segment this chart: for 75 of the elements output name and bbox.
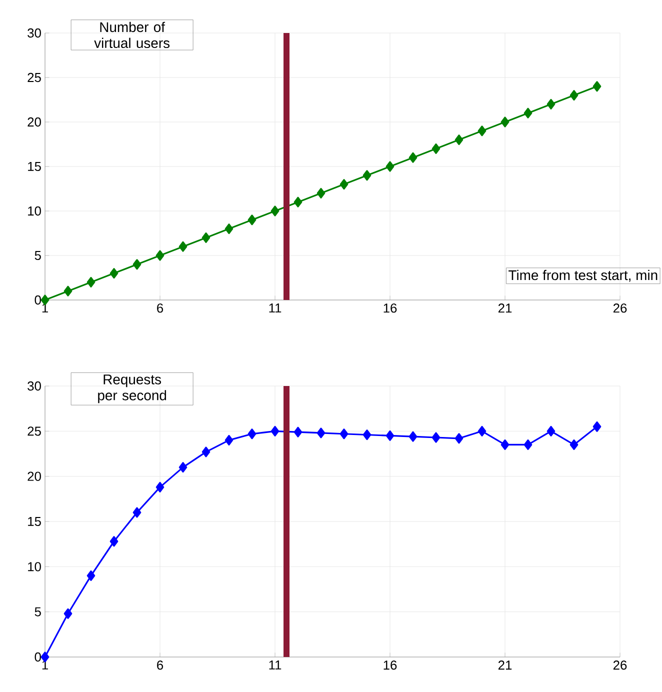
point [110, 536, 118, 547]
point [248, 428, 256, 440]
x-tick-label: 26 [613, 660, 627, 670]
point [570, 90, 578, 101]
point [362, 429, 372, 440]
x-tick-label: 11 [269, 660, 282, 670]
y-tick-label: 5 [34, 250, 41, 260]
y-tick-label: 25 [28, 426, 41, 436]
point [432, 432, 440, 443]
point [524, 439, 532, 450]
point [156, 250, 164, 261]
point [294, 196, 302, 208]
point [132, 507, 142, 518]
point [408, 431, 418, 442]
y-tick-label: 5 [34, 607, 41, 616]
point [524, 108, 532, 118]
y-tick-label: 15 [28, 162, 41, 172]
point [362, 170, 372, 181]
y-tick-label: 15 [28, 516, 41, 526]
y-tick-label: 30 [28, 381, 41, 391]
point [500, 439, 510, 450]
y-tick-label: 10 [28, 562, 41, 572]
point [454, 433, 464, 444]
x-axis-title: Time from test start, min [508, 270, 658, 282]
point [202, 446, 210, 458]
point [64, 608, 72, 619]
point [408, 152, 418, 163]
x-tick-label: 21 [498, 660, 512, 670]
point [248, 214, 256, 226]
x-tick-label: 21 [498, 304, 512, 313]
x-tick-label: 16 [384, 660, 397, 670]
point [110, 268, 118, 279]
point [478, 126, 486, 136]
point [592, 421, 602, 432]
point [224, 224, 234, 234]
point [454, 134, 464, 146]
y-axis-title: Number of virtual users [94, 22, 170, 48]
y-tick-label: 20 [28, 472, 41, 481]
point [224, 434, 234, 446]
y-tick-label: 0 [34, 295, 41, 305]
point [316, 188, 326, 198]
point [270, 206, 280, 216]
point [202, 232, 210, 243]
x-tick-label: 26 [613, 304, 627, 313]
y-tick-label: 30 [28, 28, 41, 38]
point [64, 286, 72, 296]
y-tick-label: 0 [34, 652, 41, 662]
point [478, 426, 486, 436]
point [340, 428, 348, 440]
point [178, 241, 188, 252]
point [546, 98, 556, 110]
point [86, 276, 96, 288]
point [432, 143, 440, 154]
x-tick-label: 11 [269, 304, 282, 312]
point [316, 428, 326, 438]
y-tick-label: 10 [28, 206, 41, 216]
point [270, 426, 280, 436]
point [592, 81, 602, 92]
x-tick-label: 6 [157, 304, 164, 313]
point [132, 259, 142, 270]
point [386, 430, 394, 441]
point [546, 426, 556, 436]
point [340, 179, 348, 190]
point [570, 439, 578, 450]
point [178, 462, 188, 473]
point [156, 482, 164, 492]
y-axis-title: Requests per second [98, 374, 166, 404]
point [500, 116, 510, 128]
y-tick-label: 20 [28, 117, 41, 127]
y-tick-label: 25 [28, 72, 41, 82]
x-tick-label: 6 [157, 660, 164, 670]
point [86, 570, 96, 581]
point [294, 426, 302, 438]
x-tick-label: 16 [384, 304, 397, 313]
point [386, 161, 394, 172]
